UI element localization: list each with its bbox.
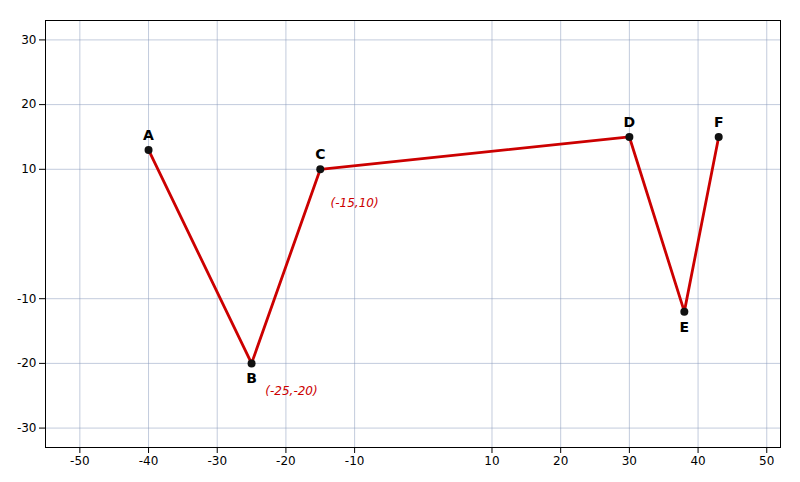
svg-text:E: E xyxy=(680,319,690,335)
svg-text:D: D xyxy=(624,114,636,130)
svg-text:-40: -40 xyxy=(139,454,159,468)
svg-text:20: 20 xyxy=(553,454,568,468)
svg-text:-20: -20 xyxy=(276,454,296,468)
svg-text:20: 20 xyxy=(21,97,36,111)
svg-text:-30: -30 xyxy=(207,454,227,468)
svg-text:C: C xyxy=(315,146,325,162)
svg-text:F: F xyxy=(714,114,724,130)
svg-text:(-25,-20): (-25,-20) xyxy=(265,384,317,398)
svg-text:-10: -10 xyxy=(345,454,365,468)
svg-text:-50: -50 xyxy=(70,454,90,468)
svg-text:30: 30 xyxy=(622,454,637,468)
svg-text:-20: -20 xyxy=(17,356,37,370)
svg-text:30: 30 xyxy=(21,33,36,47)
svg-text:-10: -10 xyxy=(17,292,37,306)
svg-text:B: B xyxy=(246,370,257,386)
svg-text:(-15,10): (-15,10) xyxy=(331,196,379,210)
svg-text:-30: -30 xyxy=(17,421,37,435)
svg-text:40: 40 xyxy=(690,454,705,468)
svg-text:10: 10 xyxy=(484,454,499,468)
svg-text:10: 10 xyxy=(21,162,36,176)
svg-text:A: A xyxy=(143,127,154,143)
svg-text:50: 50 xyxy=(759,454,774,468)
